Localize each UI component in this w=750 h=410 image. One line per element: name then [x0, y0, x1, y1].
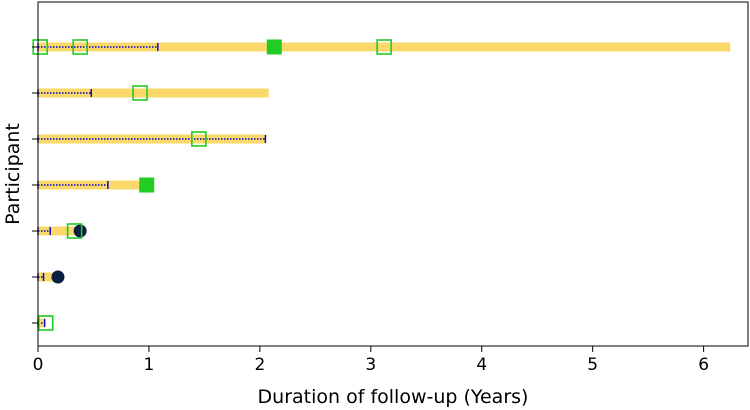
chart-marks	[32, 39, 731, 331]
filled-circle-marker	[51, 270, 65, 284]
duration-bar	[38, 42, 731, 52]
duration-bar	[38, 134, 266, 144]
open-square-marker	[376, 39, 392, 55]
x-tick-label: 3	[365, 355, 376, 375]
duration-bar	[38, 88, 269, 98]
open-square-marker	[66, 223, 83, 239]
plot-frame	[37, 1, 749, 347]
open-square-marker	[72, 39, 88, 55]
x-tick-label: 0	[33, 355, 44, 375]
x-axis: 0 1 2 3 4 5 6	[33, 346, 709, 375]
y-axis	[32, 46, 38, 324]
open-square-marker	[132, 85, 148, 101]
filled-circle-marker	[73, 224, 87, 238]
x-tick-label: 5	[587, 355, 598, 375]
filled-square-marker	[266, 39, 282, 55]
duration-bar	[38, 226, 81, 236]
x-tick-label: 4	[476, 355, 487, 375]
open-square-marker	[37, 315, 54, 331]
x-tick-label: 1	[144, 355, 155, 375]
y-axis-label: Participant	[2, 123, 24, 225]
duration-bar	[38, 272, 58, 282]
x-tick-label: 2	[254, 355, 265, 375]
open-square-marker	[191, 131, 207, 147]
filled-square-marker	[139, 177, 155, 193]
x-axis-label: Duration of follow-up (Years)	[258, 386, 529, 408]
x-tick-label: 6	[698, 355, 709, 375]
